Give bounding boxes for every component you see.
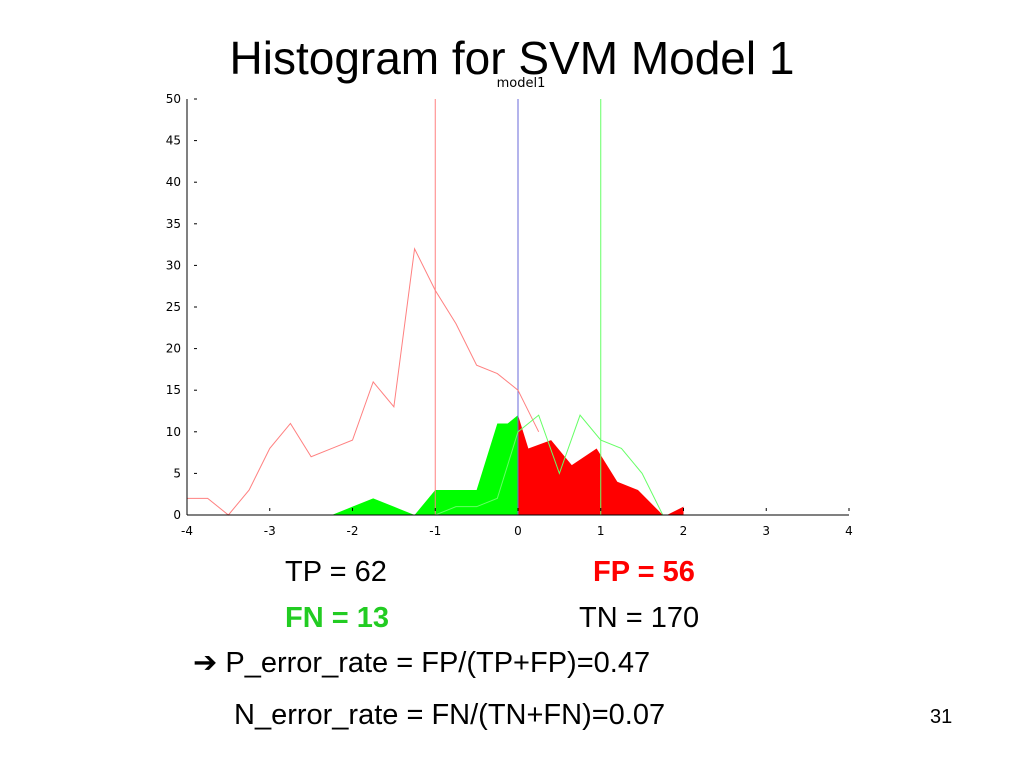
x-tick-label: 4	[845, 524, 853, 538]
x-tick-label: -2	[347, 524, 359, 538]
p-error-line: ➔ P_error_rate = FP/(TP+FP)=0.47	[193, 645, 650, 681]
fn-value: FN = 13	[285, 602, 389, 634]
x-tick-label: 3	[762, 524, 770, 538]
tp-value: TP = 62	[285, 556, 387, 588]
y-tick-label: 0	[173, 508, 181, 522]
y-tick-label: 5	[173, 466, 181, 480]
x-tick-label: 0	[514, 524, 522, 538]
arrow-right-icon: ➔	[193, 647, 218, 679]
p-error-rate: P_error_rate = FP/(TP+FP)=0.47	[225, 647, 651, 679]
y-tick-label: 30	[166, 258, 181, 272]
slide-title: Histogram for SVM Model 1	[229, 32, 795, 84]
tn-value: TN = 170	[579, 602, 700, 634]
page-number: 31	[930, 706, 953, 728]
filled-area-1	[331, 415, 518, 515]
x-tick-label: -4	[181, 524, 193, 538]
y-tick-label: 50	[166, 92, 181, 106]
y-tick-label: 35	[166, 217, 181, 231]
filled-area-2	[518, 415, 663, 515]
y-tick-label: 20	[166, 342, 181, 356]
x-tick-label: 2	[680, 524, 688, 538]
y-tick-label: 45	[166, 134, 181, 148]
y-tick-label: 10	[166, 425, 181, 439]
fp-value: FP = 56	[593, 556, 695, 588]
x-tick-label: -1	[429, 524, 441, 538]
x-tick-label: 1	[597, 524, 605, 538]
y-tick-label: 40	[166, 175, 181, 189]
n-error-rate: N_error_rate = FN/(TN+FN)=0.07	[234, 699, 666, 731]
y-tick-label: 15	[166, 383, 181, 397]
x-tick-label: -3	[264, 524, 276, 538]
y-tick-label: 25	[166, 300, 181, 314]
chart-title: model1	[497, 76, 546, 91]
filled-area-3	[666, 506, 684, 515]
series-line-1	[187, 247, 540, 516]
